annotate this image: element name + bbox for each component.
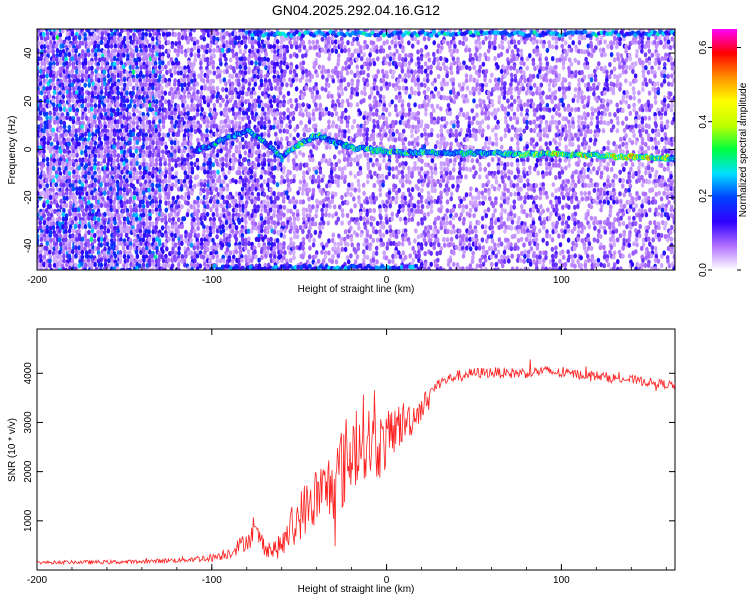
snr-series-line: [37, 359, 675, 566]
x-tick-label: 0: [384, 275, 390, 286]
spectrogram-heatmap: [37, 29, 675, 270]
x-tick-label: -100: [202, 575, 222, 586]
y-tick-label: -20: [23, 190, 34, 205]
snr-ticks: -200 -100 0 100 1000 2000 3000 4000: [23, 329, 675, 586]
x-tick-label: 100: [553, 575, 570, 586]
colorbar-gradient: [712, 29, 737, 270]
snr-y-axis-label: SNR (10 * v/v): [7, 418, 18, 482]
x-tick-label: 0: [384, 575, 390, 586]
x-tick-label: -200: [27, 575, 47, 586]
colorbar-tick-label: 0.2: [698, 188, 709, 202]
y-tick-label: 3000: [23, 411, 34, 434]
snr-frame: [36, 328, 676, 571]
colorbar-ticks: 0.0 0.2 0.4 0.6: [698, 40, 741, 277]
spectrogram-x-axis-label: Height of straight line (km): [298, 284, 415, 295]
y-tick-label: 1000: [23, 509, 34, 532]
x-tick-label: 100: [553, 275, 570, 286]
y-tick-label: 20: [23, 95, 34, 107]
y-tick-label: -40: [23, 238, 34, 253]
colorbar: 0.0 0.2 0.4 0.6 Normalized spectral amplitu…: [698, 29, 749, 277]
y-tick-label: 4000: [23, 362, 34, 385]
colorbar-tick-label: 0.0: [698, 263, 709, 277]
colorbar-tick-label: 0.6: [698, 40, 709, 54]
spectrogram-y-axis-label: Frequency (Hz): [7, 116, 18, 185]
figure-title: GN04.2025.292.04.16.G12: [272, 2, 440, 18]
x-tick-label: -200: [27, 275, 47, 286]
snr-x-axis-label: Height of straight line (km): [298, 584, 415, 595]
y-tick-label: 0: [23, 146, 34, 152]
x-tick-label: -100: [202, 275, 222, 286]
snr-panel: -200 -100 0 100 1000 2000 3000 4000 Height of s…: [7, 328, 676, 595]
y-tick-label: 2000: [23, 460, 34, 483]
y-tick-label: 40: [23, 47, 34, 59]
colorbar-tick-label: 0.4: [698, 114, 709, 128]
colorbar-label: Normalized spectral amplitude: [738, 82, 749, 217]
